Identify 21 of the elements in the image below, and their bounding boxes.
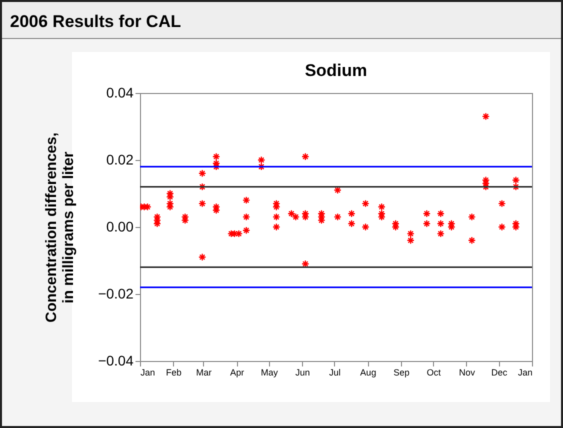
- y-tick-label: −0.02: [98, 286, 134, 302]
- x-tick-label: Nov: [458, 368, 476, 378]
- y-tick-label: 0.04: [106, 84, 134, 100]
- y-axis-title: Concentration differences, in milligrams per liter: [43, 132, 78, 323]
- x-tick-label: Jan: [140, 368, 156, 378]
- x-tick-label: Apr: [230, 368, 244, 378]
- x-tick-label: Feb: [166, 368, 182, 378]
- y-tick-label: 0.00: [106, 218, 134, 234]
- x-tick-label: Jun: [295, 368, 310, 378]
- chart-subtitle: Sodium: [304, 61, 368, 80]
- x-tick-label: Aug: [360, 368, 376, 378]
- chart-title: 2006 Results for CAL: [10, 12, 181, 32]
- x-tick-label: Sep: [393, 368, 410, 378]
- x-tick-label: Dec: [491, 368, 508, 378]
- x-tick-label: Jul: [329, 368, 341, 378]
- x-tick-label: Jan: [518, 368, 532, 378]
- x-tick-label: Oct: [426, 368, 442, 378]
- y-tick-label: −0.04: [98, 352, 134, 368]
- x-tick-label: Mar: [196, 368, 212, 378]
- x-tick-label: May: [260, 368, 278, 378]
- y-tick-label: 0.02: [106, 152, 134, 168]
